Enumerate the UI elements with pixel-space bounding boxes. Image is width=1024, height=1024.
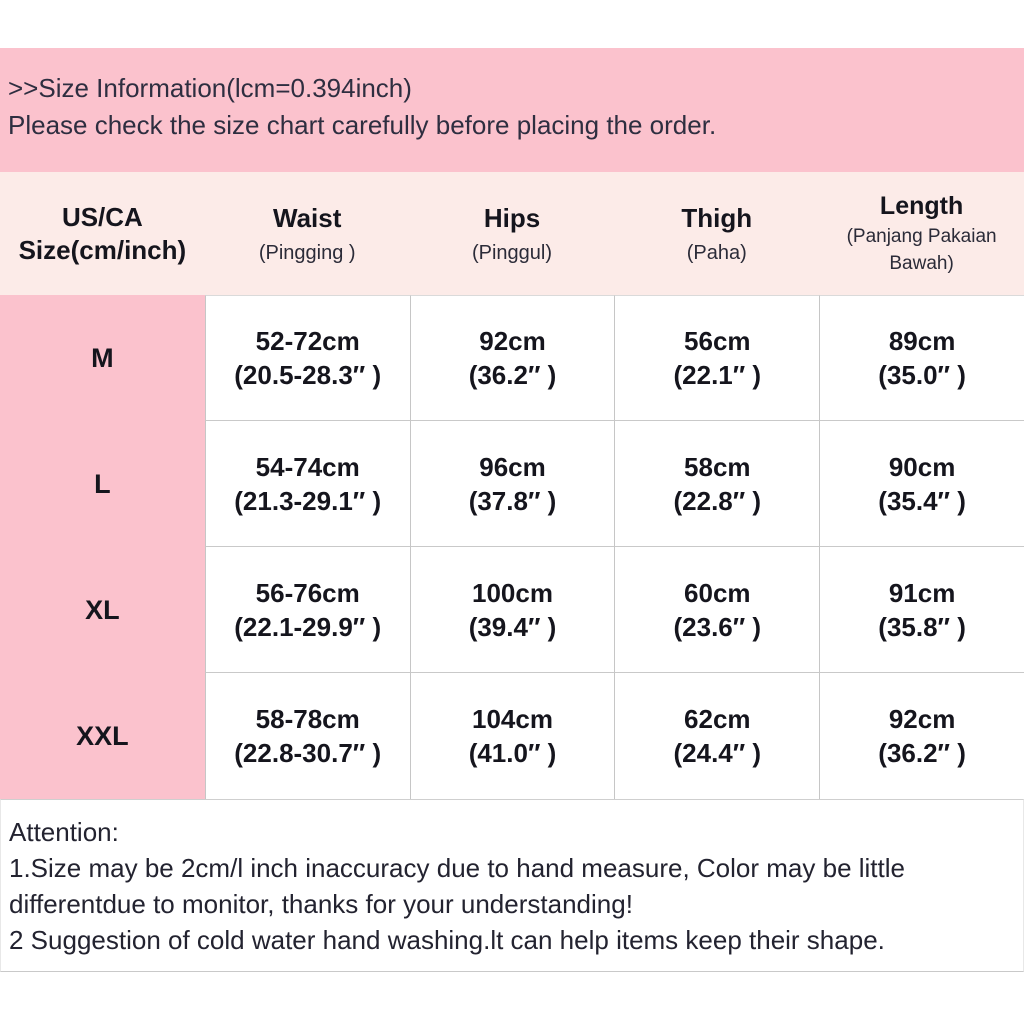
banner-title: >>Size Information(lcm=0.394inch) (8, 73, 412, 103)
value-line: (41.0″ ) (468, 738, 557, 768)
header-thigh-title: Thigh (681, 202, 753, 233)
header-waist-column: Waist (Pingging ) (205, 172, 410, 295)
header-size-column: US/CA Size(cm/inch) (0, 172, 205, 295)
value-line: 90cm (888, 451, 956, 482)
header-hips-title: Hips (483, 202, 541, 233)
value-line: 56cm (684, 326, 751, 356)
value-line: (22.8-30.7″ ) (234, 738, 382, 768)
value-line: (22.8″ ) (673, 485, 762, 516)
table-row-xxl: XXL 58-78cm (22.8-30.7″ ) 104cm (41.0″ )… (0, 673, 1024, 799)
cell-xl-length: 91cm (35.8″ ) (819, 547, 1024, 673)
header-waist-subtitle: (Pingging ) (258, 241, 356, 264)
attention-line: 2 Suggestion of cold water hand washing.… (9, 925, 885, 955)
value-line: (35.8″ ) (878, 611, 966, 642)
header-length-subtitle: (Panjang Pakaian Bawah) (846, 225, 997, 274)
size-label-l: L (0, 421, 205, 547)
banner-subtitle: Please check the size chart carefully be… (8, 110, 717, 140)
value-line: 92cm (888, 704, 956, 734)
value-line: 56-76cm (255, 577, 360, 608)
header-thigh-column: Thigh (Paha) (614, 172, 819, 295)
value-line: (36.2″ ) (878, 738, 966, 768)
value-line: (35.4″ ) (878, 485, 966, 516)
table-row-m: M 52-72cm (20.5-28.3″ ) 92cm (36.2″ ) 56… (0, 295, 1024, 421)
size-table-header-row: US/CA Size(cm/inch) Waist (Pingging ) Hi… (0, 172, 1024, 295)
cell-l-length: 90cm (35.4″ ) (819, 421, 1024, 547)
attention-section: Attention: 1.Size may be 2cm/l inch inac… (0, 799, 1024, 972)
attention-line: differentdue to monitor, thanks for your… (9, 889, 633, 919)
cell-l-thigh: 58cm (22.8″ ) (614, 421, 820, 547)
top-whitespace (0, 0, 1024, 48)
header-hips-column: Hips (Pinggul) (410, 172, 615, 295)
table-row-l: L 54-74cm (21.3-29.1″ ) 96cm (37.8″ ) 58… (0, 421, 1024, 547)
value-line: 54-74cm (255, 451, 360, 482)
cell-xxl-length: 92cm (36.2″ ) (819, 673, 1024, 799)
value-line: 58-78cm (255, 704, 360, 734)
cell-xxl-thigh: 62cm (24.4″ ) (614, 673, 820, 799)
value-line: (24.4″ ) (673, 738, 762, 768)
header-hips-subtitle: (Pinggul) (471, 241, 553, 264)
header-length-title: Length (879, 191, 964, 220)
value-line: 96cm (479, 451, 546, 482)
attention-line: 1.Size may be 2cm/l inch inaccuracy due … (9, 853, 905, 883)
cell-l-waist: 54-74cm (21.3-29.1″ ) (204, 421, 410, 547)
attention-title: Attention: (9, 817, 119, 847)
value-line: (37.8″ ) (468, 485, 557, 516)
value-line: (36.2″ ) (468, 360, 557, 390)
size-table-body: M 52-72cm (20.5-28.3″ ) 92cm (36.2″ ) 56… (0, 295, 1024, 799)
table-row-xl: XL 56-76cm (22.1-29.9″ ) 100cm (39.4″ ) … (0, 547, 1024, 673)
cell-xl-hips: 100cm (39.4″ ) (409, 547, 615, 673)
value-line: 100cm (472, 577, 553, 608)
value-line: (22.1″ ) (673, 360, 762, 390)
header-size-line1: US/CA (61, 201, 143, 232)
value-line: 91cm (888, 577, 956, 608)
size-label-xxl: XXL (0, 673, 205, 799)
cell-m-hips: 92cm (36.2″ ) (409, 295, 615, 421)
cell-m-waist: 52-72cm (20.5-28.3″ ) (204, 295, 410, 421)
value-line: (35.0″ ) (878, 360, 966, 390)
header-size-line2: Size(cm/inch) (18, 234, 187, 265)
value-line: 60cm (684, 577, 751, 608)
value-line: (20.5-28.3″ ) (234, 360, 382, 390)
cell-m-thigh: 56cm (22.1″ ) (614, 295, 820, 421)
cell-m-length: 89cm (35.0″ ) (819, 295, 1024, 421)
cell-l-hips: 96cm (37.8″ ) (409, 421, 615, 547)
header-length-column: Length (Panjang Pakaian Bawah) (819, 172, 1024, 295)
value-line: 62cm (684, 704, 751, 734)
value-line: (39.4″ ) (468, 611, 557, 642)
value-line: 92cm (479, 326, 546, 356)
value-line: (23.6″ ) (673, 611, 762, 642)
value-line: (22.1-29.9″ ) (234, 611, 382, 642)
cell-xxl-waist: 58-78cm (22.8-30.7″ ) (204, 673, 410, 799)
size-label-m: M (0, 295, 205, 421)
size-label-xl: XL (0, 547, 205, 673)
value-line: 52-72cm (255, 326, 360, 356)
size-info-banner: >>Size Information(lcm=0.394inch) Please… (0, 48, 1024, 172)
cell-xl-waist: 56-76cm (22.1-29.9″ ) (204, 547, 410, 673)
value-line: 58cm (684, 451, 751, 482)
header-thigh-subtitle: (Paha) (686, 241, 747, 264)
header-waist-title: Waist (273, 202, 342, 233)
cell-xl-thigh: 60cm (23.6″ ) (614, 547, 820, 673)
value-line: 104cm (472, 704, 553, 734)
cell-xxl-hips: 104cm (41.0″ ) (409, 673, 615, 799)
value-line: 89cm (888, 326, 956, 356)
value-line: (21.3-29.1″ ) (234, 485, 382, 516)
